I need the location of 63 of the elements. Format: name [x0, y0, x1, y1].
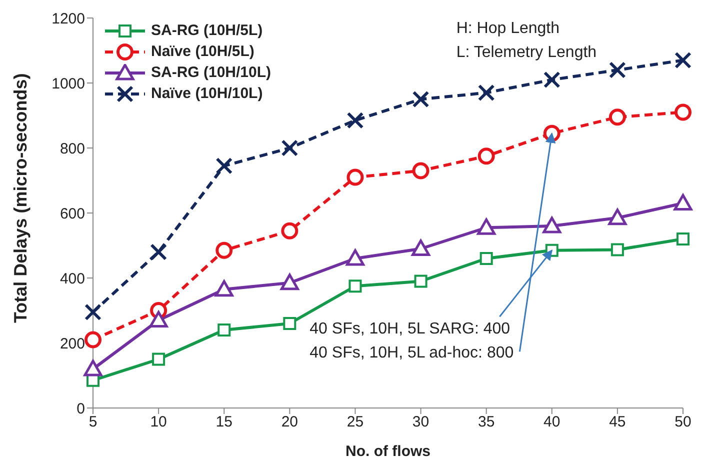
point [214, 280, 234, 297]
x-tick-label: 15 [216, 414, 232, 431]
point [216, 157, 233, 174]
point [414, 274, 428, 288]
x-tick-label: 35 [478, 414, 495, 431]
y-tick-label: 200 [60, 335, 85, 352]
point [348, 280, 362, 293]
point [281, 222, 298, 240]
x-tick-label: 30 [412, 414, 430, 431]
point [218, 324, 231, 336]
x-tick-label: 40 [544, 414, 560, 431]
point [216, 242, 233, 259]
point [608, 208, 627, 226]
x-tick-label: 45 [609, 414, 626, 431]
point [412, 90, 430, 108]
point [610, 243, 624, 256]
point [281, 140, 298, 156]
point [280, 274, 299, 290]
legend-label: SA-RG (10H/5L) [151, 22, 263, 39]
point [149, 311, 168, 328]
point [608, 62, 626, 78]
x-axis-title: No. of flows [346, 443, 430, 460]
y-tick-label: 800 [60, 140, 85, 158]
annotation: L: Telemetry Length [456, 44, 597, 62]
point [480, 252, 493, 265]
y-tick-label: 600 [60, 205, 85, 222]
point [283, 317, 296, 330]
point [346, 112, 364, 129]
annotation: 40 SFs, 10H, 5L SARG: 400 [310, 320, 510, 338]
point [84, 331, 102, 348]
point [543, 71, 560, 88]
point [412, 162, 430, 180]
point [152, 352, 166, 366]
legend-label: SA-RG (10H/10L) [151, 64, 272, 81]
point [542, 216, 562, 234]
point [674, 52, 692, 69]
point [478, 148, 495, 165]
x-tick-label: 10 [150, 414, 167, 431]
point [674, 194, 692, 210]
point [346, 249, 364, 266]
annotation: H: Hop Length [456, 20, 560, 38]
annotation: 40 SFs, 10H, 5L ad-hoc: 800 [310, 344, 514, 362]
point [674, 104, 692, 121]
x-tick-label: 5 [88, 414, 98, 431]
point [608, 108, 626, 126]
x-tick-label: 50 [674, 414, 692, 431]
point [477, 218, 496, 235]
point [84, 304, 102, 321]
point [84, 360, 102, 376]
y-tick-label: 0 [76, 400, 85, 418]
x-tick-label: 20 [281, 414, 298, 431]
x-tick-label: 25 [346, 414, 364, 431]
point [478, 84, 495, 102]
point [150, 244, 168, 260]
y-tick-label: 400 [60, 270, 85, 288]
legend-label: Naïve (10H/10L) [151, 85, 263, 102]
y-axis-title: Total Delays (micro-seconds) [10, 73, 30, 323]
y-tick-label: 1200 [52, 10, 85, 28]
point [412, 240, 430, 256]
point [676, 232, 690, 246]
point [346, 168, 364, 186]
y-tick-label: 1000 [52, 75, 85, 92]
legend-label: Naïve (10H/5L) [151, 43, 254, 60]
